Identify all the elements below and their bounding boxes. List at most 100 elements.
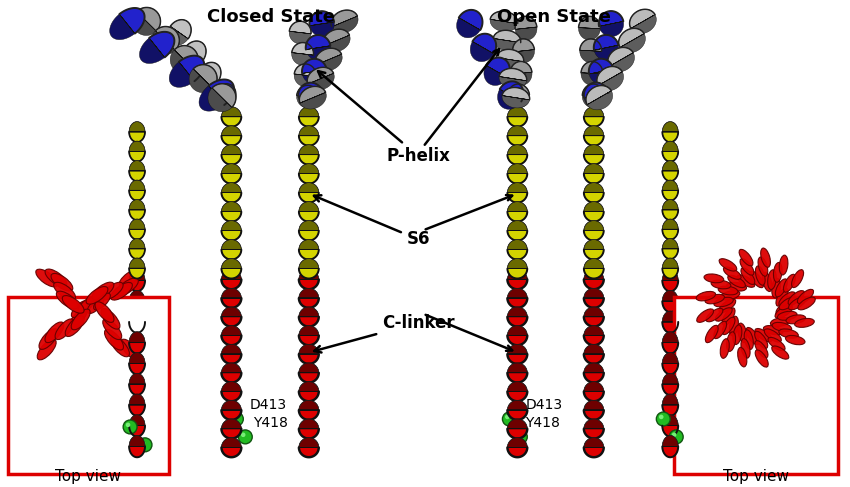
Ellipse shape xyxy=(772,346,789,359)
Ellipse shape xyxy=(77,297,94,314)
Polygon shape xyxy=(507,307,527,317)
Polygon shape xyxy=(298,83,323,97)
Polygon shape xyxy=(222,363,241,373)
Polygon shape xyxy=(581,61,603,74)
Polygon shape xyxy=(316,54,343,71)
Polygon shape xyxy=(222,354,241,364)
Ellipse shape xyxy=(763,325,783,335)
Polygon shape xyxy=(496,49,524,62)
Ellipse shape xyxy=(86,286,108,304)
Ellipse shape xyxy=(56,291,78,309)
Polygon shape xyxy=(299,344,319,354)
Polygon shape xyxy=(500,81,524,101)
Ellipse shape xyxy=(755,350,768,367)
Polygon shape xyxy=(222,280,241,289)
Polygon shape xyxy=(459,10,483,30)
Polygon shape xyxy=(507,448,527,457)
Polygon shape xyxy=(662,394,678,405)
Ellipse shape xyxy=(778,311,797,320)
Polygon shape xyxy=(584,164,604,174)
Ellipse shape xyxy=(755,331,768,349)
Polygon shape xyxy=(507,230,527,241)
Polygon shape xyxy=(579,28,600,40)
Ellipse shape xyxy=(70,309,87,326)
Polygon shape xyxy=(493,30,521,43)
Polygon shape xyxy=(299,155,319,165)
Ellipse shape xyxy=(755,340,768,358)
Polygon shape xyxy=(129,301,145,312)
Polygon shape xyxy=(332,10,357,27)
Polygon shape xyxy=(594,45,619,60)
Ellipse shape xyxy=(740,259,754,275)
Polygon shape xyxy=(299,363,319,373)
Polygon shape xyxy=(315,48,342,65)
Polygon shape xyxy=(662,373,678,384)
Polygon shape xyxy=(222,126,241,136)
Polygon shape xyxy=(110,14,135,39)
Ellipse shape xyxy=(718,286,738,295)
Polygon shape xyxy=(222,240,241,249)
Polygon shape xyxy=(662,384,678,395)
Polygon shape xyxy=(582,84,604,96)
Polygon shape xyxy=(507,336,527,345)
Circle shape xyxy=(513,430,527,444)
Ellipse shape xyxy=(723,267,741,280)
Ellipse shape xyxy=(92,282,114,300)
Polygon shape xyxy=(507,270,527,280)
Polygon shape xyxy=(662,290,678,301)
Polygon shape xyxy=(119,8,144,34)
Ellipse shape xyxy=(770,318,790,326)
Polygon shape xyxy=(507,117,527,127)
Polygon shape xyxy=(129,363,145,375)
Polygon shape xyxy=(594,35,618,50)
Polygon shape xyxy=(299,373,319,382)
Polygon shape xyxy=(208,88,232,112)
Polygon shape xyxy=(170,50,194,74)
Polygon shape xyxy=(584,230,604,241)
Polygon shape xyxy=(222,288,241,298)
Polygon shape xyxy=(299,230,319,241)
Text: Open State: Open State xyxy=(497,8,611,26)
Polygon shape xyxy=(507,95,530,108)
Polygon shape xyxy=(662,281,678,291)
Polygon shape xyxy=(584,268,604,279)
Polygon shape xyxy=(292,42,314,55)
Polygon shape xyxy=(507,126,527,136)
Polygon shape xyxy=(584,155,604,165)
Polygon shape xyxy=(129,171,145,181)
Polygon shape xyxy=(133,12,156,36)
Polygon shape xyxy=(129,322,145,333)
Ellipse shape xyxy=(721,291,740,300)
Polygon shape xyxy=(129,384,145,395)
Ellipse shape xyxy=(696,291,716,301)
Polygon shape xyxy=(662,180,678,190)
Ellipse shape xyxy=(71,309,90,330)
Polygon shape xyxy=(507,363,527,373)
Polygon shape xyxy=(289,31,311,44)
Polygon shape xyxy=(299,268,319,279)
Polygon shape xyxy=(299,400,319,410)
Polygon shape xyxy=(584,183,604,193)
Polygon shape xyxy=(473,34,496,54)
Polygon shape xyxy=(580,50,602,63)
Polygon shape xyxy=(297,95,319,108)
Circle shape xyxy=(659,414,664,419)
Ellipse shape xyxy=(750,271,763,288)
Polygon shape xyxy=(294,74,316,87)
Polygon shape xyxy=(584,410,604,420)
Polygon shape xyxy=(182,48,203,67)
Polygon shape xyxy=(584,280,604,289)
Polygon shape xyxy=(179,56,204,81)
Ellipse shape xyxy=(37,339,56,360)
Polygon shape xyxy=(129,268,145,279)
Polygon shape xyxy=(156,26,179,50)
Polygon shape xyxy=(222,174,241,184)
Polygon shape xyxy=(299,326,319,336)
Polygon shape xyxy=(584,93,609,108)
Circle shape xyxy=(502,412,516,426)
Ellipse shape xyxy=(110,282,133,300)
Polygon shape xyxy=(662,343,678,354)
Polygon shape xyxy=(299,221,319,230)
Polygon shape xyxy=(299,202,319,211)
Polygon shape xyxy=(149,32,174,57)
